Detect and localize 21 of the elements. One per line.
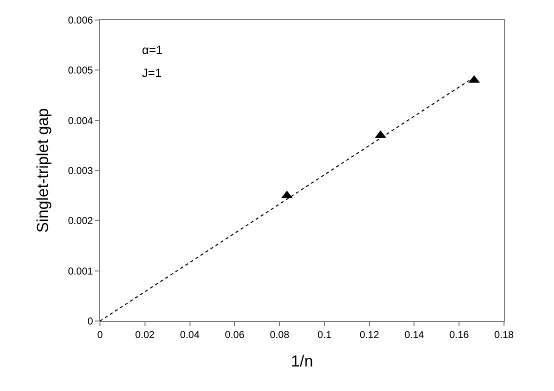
y-tick-label: 0 (87, 316, 94, 328)
x-axis-title: 1/n (290, 354, 314, 371)
x-tick-label: 0.08 (270, 330, 290, 341)
annotation: J=1 (142, 66, 162, 80)
x-tick-label: 0.16 (449, 330, 470, 341)
x-tick-label: 0.06 (224, 330, 245, 341)
annotation: α=1 (142, 43, 163, 57)
x-tick-label: 0.12 (360, 330, 380, 341)
x-tick-label: 0.1 (317, 330, 332, 341)
x-tick-label: 0.04 (180, 330, 200, 341)
y-axis-title: Singlet-triplet gap (34, 108, 52, 233)
x-tick-label: 0 (97, 330, 104, 341)
y-tick-label: 0.002 (68, 216, 94, 228)
x-tick-label: 0.18 (494, 330, 514, 341)
y-tick-label: 0.004 (68, 116, 94, 127)
y-tick-label: 0.005 (68, 66, 94, 77)
x-tick-label: 0.14 (404, 330, 424, 341)
y-tick-label: 0.003 (68, 166, 94, 177)
y-tick-label: 0.001 (68, 266, 94, 278)
x-tick-label: 0.02 (135, 330, 156, 341)
y-tick-label: 0.006 (68, 16, 94, 26)
